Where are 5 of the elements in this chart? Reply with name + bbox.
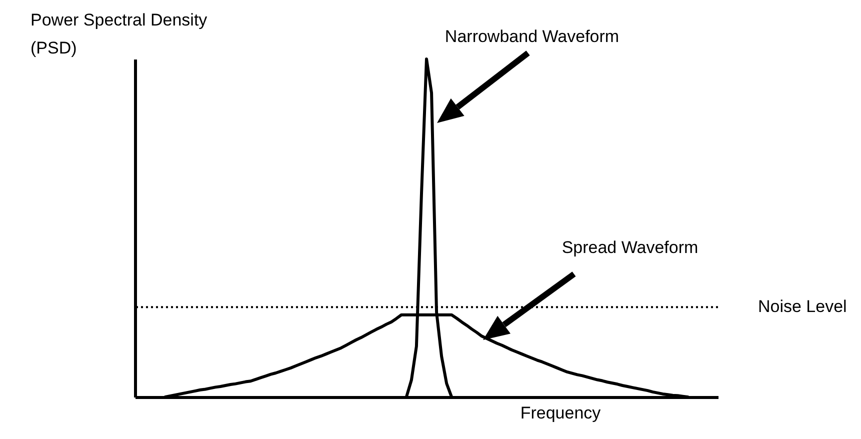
- series-label: Narrowband Waveform: [444, 27, 620, 46]
- x-axis-title: Frequency: [520, 404, 602, 422]
- ref-line-label: Noise Level: [758, 297, 847, 316]
- text: Spread Waveform: [562, 238, 698, 257]
- y-axis-title: Power Spectral Density (PSD): [30, 10, 208, 58]
